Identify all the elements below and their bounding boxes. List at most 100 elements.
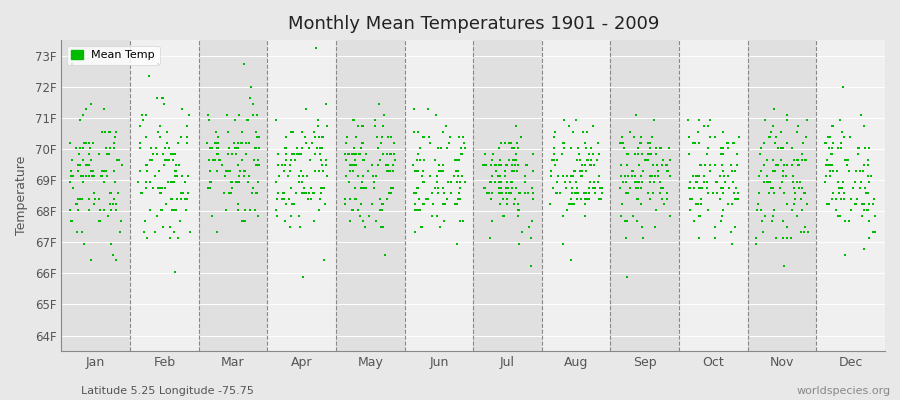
Point <box>547 134 562 140</box>
Point <box>155 184 169 191</box>
Point <box>353 151 367 157</box>
Point <box>510 140 525 146</box>
Point <box>701 123 716 129</box>
Point <box>548 128 562 135</box>
Point <box>417 179 431 185</box>
Point <box>660 190 674 196</box>
Point <box>643 140 657 146</box>
Point <box>495 190 509 196</box>
Point <box>627 151 642 157</box>
Point <box>183 229 197 236</box>
Point <box>632 179 646 185</box>
Point <box>861 173 876 180</box>
Point <box>728 168 742 174</box>
Point <box>775 168 789 174</box>
Point <box>829 196 843 202</box>
Point <box>683 196 698 202</box>
Point <box>868 229 883 236</box>
Point <box>820 156 834 163</box>
Point <box>841 156 855 163</box>
Text: worldspecies.org: worldspecies.org <box>796 386 891 396</box>
Point <box>557 179 572 185</box>
Point <box>139 162 153 168</box>
Point <box>383 151 398 157</box>
Point <box>477 162 491 168</box>
Point <box>406 162 420 168</box>
Point <box>492 156 507 163</box>
Point <box>70 168 85 174</box>
Point <box>757 179 771 185</box>
Point <box>417 179 431 185</box>
Point <box>688 179 703 185</box>
Point <box>708 162 723 168</box>
Point <box>844 207 859 213</box>
Point <box>234 140 248 146</box>
Point <box>784 235 798 241</box>
Point <box>730 151 744 157</box>
Point <box>546 156 561 163</box>
Point <box>767 190 781 196</box>
Point <box>237 173 251 180</box>
Point <box>342 151 356 157</box>
Point <box>722 184 736 191</box>
Point <box>648 207 662 213</box>
Point <box>787 156 801 163</box>
Point <box>319 156 333 163</box>
Point <box>857 207 871 213</box>
Point <box>635 151 650 157</box>
Point <box>87 173 102 180</box>
Point <box>426 201 440 208</box>
Point <box>432 162 446 168</box>
Point <box>785 145 799 152</box>
Point <box>65 156 79 163</box>
Point <box>754 168 769 174</box>
Point <box>444 190 458 196</box>
Point <box>853 184 868 191</box>
Point <box>509 184 524 191</box>
Point <box>834 196 849 202</box>
Point <box>387 151 401 157</box>
Point <box>355 179 369 185</box>
Point <box>563 201 578 208</box>
Point <box>578 196 592 202</box>
Point <box>499 162 513 168</box>
Point <box>721 201 735 208</box>
Point <box>415 224 429 230</box>
Point <box>313 145 328 152</box>
Point <box>81 162 95 168</box>
Point <box>501 140 516 146</box>
Point <box>683 179 698 185</box>
Point <box>680 117 695 124</box>
Point <box>778 173 793 180</box>
Point <box>417 156 431 163</box>
Point <box>222 168 237 174</box>
Point <box>595 190 609 196</box>
Point <box>110 156 124 163</box>
Point <box>448 156 463 163</box>
Point <box>760 179 775 185</box>
Point <box>502 156 517 163</box>
Point <box>625 173 639 180</box>
Point <box>616 140 630 146</box>
Point <box>133 140 148 146</box>
Point <box>436 184 450 191</box>
Point <box>797 224 812 230</box>
Point <box>156 95 170 101</box>
Point <box>86 140 101 146</box>
Point <box>862 145 877 152</box>
Point <box>832 117 847 124</box>
Point <box>556 173 571 180</box>
Point <box>421 196 436 202</box>
Point <box>278 151 293 157</box>
Point <box>97 128 112 135</box>
Point <box>450 173 464 180</box>
Point <box>659 162 673 168</box>
Point <box>518 190 533 196</box>
Point <box>346 162 361 168</box>
Point <box>654 184 669 191</box>
Point <box>228 145 242 152</box>
Point <box>86 201 101 208</box>
Point <box>488 179 502 185</box>
Point <box>518 173 532 180</box>
Point <box>630 196 644 202</box>
